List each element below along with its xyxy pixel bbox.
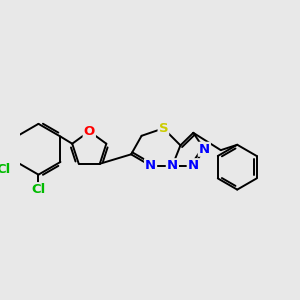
Text: Cl: Cl (0, 163, 11, 176)
Text: O: O (84, 125, 95, 138)
Text: N: N (188, 159, 199, 172)
Text: Cl: Cl (31, 183, 46, 196)
Text: N: N (167, 159, 178, 172)
Text: N: N (199, 143, 210, 156)
Text: S: S (159, 122, 168, 135)
Text: N: N (145, 159, 156, 172)
